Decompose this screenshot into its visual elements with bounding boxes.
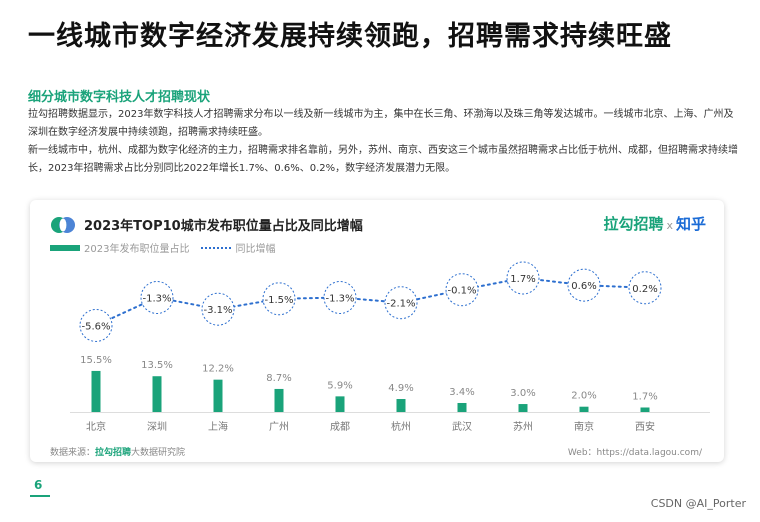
bar-label-2: 12.2% [202, 364, 234, 375]
brand-x: x [666, 219, 673, 232]
page-number-underline [30, 495, 50, 497]
lagou-logo-icon [51, 217, 75, 233]
growth-label-9: 0.2% [632, 284, 657, 295]
x-tick-label-2: 上海 [208, 420, 228, 433]
data-source: 数据来源：拉勾招聘大数据研究院 [50, 445, 185, 458]
growth-label-4: -1.3% [325, 294, 354, 305]
bar-4 [335, 396, 345, 412]
x-tick-label-8: 南京 [574, 420, 594, 433]
x-tick-label-4: 成都 [330, 421, 350, 433]
legend-bar-label: 2023年发布职位量占比 [84, 244, 190, 255]
bar-label-4: 5.9% [327, 380, 352, 391]
paragraph-1: 拉勾招聘数据显示，2023年数字科技人才招聘需求分布以一线及新一线城市为主，集中… [28, 109, 734, 138]
brand-lagou: 拉勾招聘 [603, 215, 664, 233]
watermark: CSDN @AI_Porter [650, 497, 746, 510]
body-text: 拉勾招聘数据显示，2023年数字科技人才招聘需求分布以一线及新一线城市为主，集中… [28, 106, 740, 178]
growth-point-3 [262, 282, 296, 316]
brand-logos: 拉勾招聘 x 知乎 [603, 213, 706, 234]
bar-7 [518, 404, 528, 412]
growth-point-0 [79, 308, 113, 342]
paragraph-2: 新一线城市中，杭州、成都为数字化经济的主力，招聘需求排名靠前，另外，苏州、南京、… [28, 145, 738, 174]
bar-0 [91, 370, 101, 412]
growth-label-8: 0.6% [571, 281, 596, 292]
legend-line-label: 同比增幅 [235, 244, 276, 255]
growth-point-2 [201, 292, 235, 326]
chart-plot: 15.5% 北京 13.5% 深圳 12.2% 上海 8.7% 广州 5.9% 成都 4.9% 杭州 3… [70, 261, 710, 433]
bar-label-6: 3.4% [449, 387, 474, 398]
growth-label-7: 1.7% [510, 274, 535, 285]
bar-1 [152, 376, 162, 412]
x-tick-label-5: 杭州 [391, 420, 411, 433]
growth-point-9 [628, 271, 662, 305]
source-prefix: 数据来源： [50, 448, 96, 458]
chart-card: 2023年TOP10城市发布职位量占比及同比增幅 拉勾招聘 x 知乎 2023年发布… [30, 200, 724, 462]
bar-5 [396, 399, 406, 412]
bar-label-7: 3.0% [510, 388, 535, 399]
growth-point-1 [140, 281, 174, 314]
bar-6 [457, 402, 467, 412]
bar-label-1: 13.5% [141, 360, 173, 371]
x-tick-label-3: 广州 [269, 421, 289, 433]
source-brand: 拉勾招聘 [95, 448, 132, 458]
x-tick-label-6: 武汉 [452, 420, 472, 433]
bar-label-3: 8.7% [266, 373, 291, 384]
chart-title: 2023年TOP10城市发布职位量占比及同比增幅 [84, 219, 363, 234]
x-tick-label-0: 北京 [86, 420, 106, 433]
section-title: 细分城市数字科技人才招聘现状 [28, 90, 211, 105]
bar-label-9: 1.7% [632, 391, 657, 402]
x-tick-label-9: 西安 [635, 420, 655, 433]
bar-label-8: 2.0% [571, 391, 596, 402]
bar-2 [213, 379, 223, 412]
web-url: Web：https://data.lagou.com/ [567, 448, 702, 458]
growth-point-6 [445, 273, 479, 307]
growth-label-3: -1.5% [264, 295, 293, 306]
growth-label-2: -3.1% [203, 305, 232, 316]
bar-3 [274, 388, 284, 412]
growth-point-4 [323, 281, 357, 314]
growth-label-6: -0.1% [447, 286, 476, 297]
legend-bar-swatch [50, 244, 80, 251]
growth-label-5: -2.1% [386, 299, 415, 310]
bar-label-5: 4.9% [388, 383, 413, 394]
growth-line [95, 276, 646, 327]
chart-legend: 2023年发布职位量占比 同比增幅 [50, 240, 275, 255]
growth-point-5 [384, 286, 418, 320]
page-number: 6 [34, 478, 43, 492]
x-tick-label-7: 苏州 [513, 420, 533, 433]
growth-label-1: -1.3% [142, 294, 171, 305]
bar-9 [640, 407, 650, 412]
x-tick-label-1: 深圳 [147, 421, 167, 433]
legend-line-swatch [201, 246, 232, 249]
growth-point-8 [567, 268, 601, 302]
bar-8 [579, 406, 589, 412]
brand-zhihu: 知乎 [675, 215, 706, 233]
growth-point-7 [506, 261, 540, 295]
source-suffix: 大数据研究院 [131, 448, 186, 458]
page-title: 一线城市数字经济发展持续领跑，招聘需求持续旺盛 [28, 21, 672, 52]
bar-label-0: 15.5% [80, 355, 112, 366]
growth-label-0: -5.6% [81, 321, 110, 332]
